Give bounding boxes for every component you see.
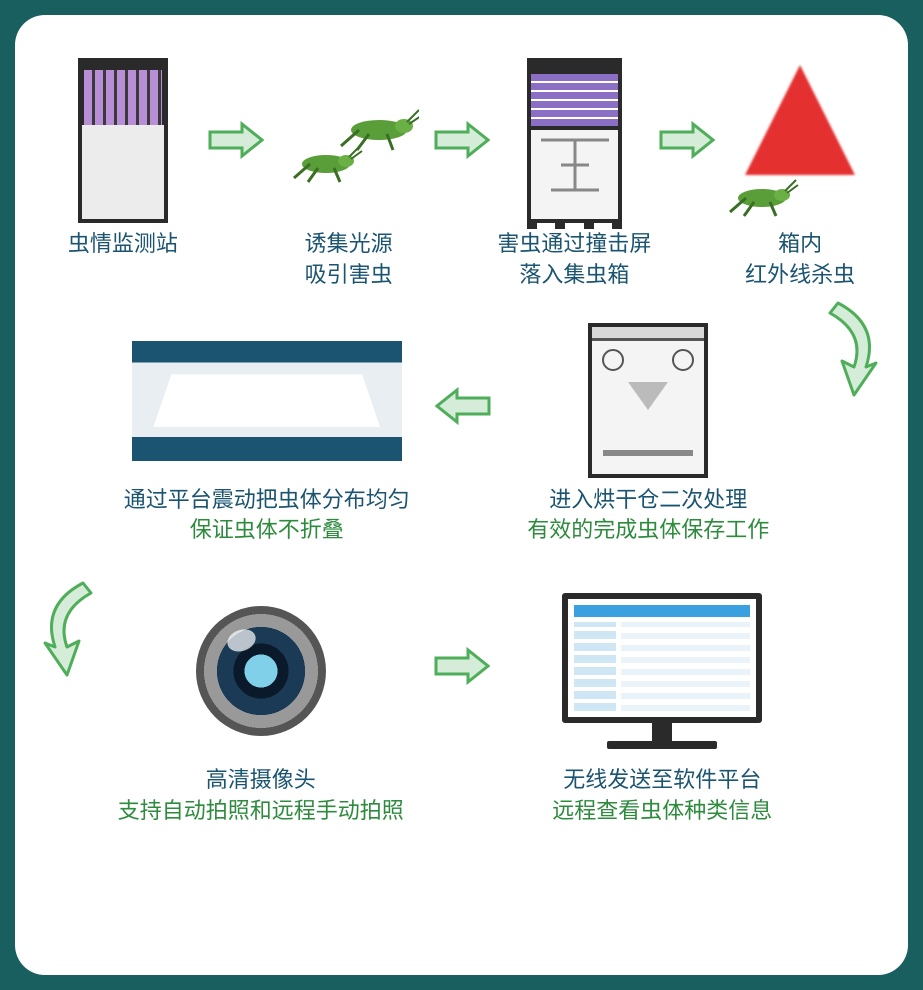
drying-chamber-icon	[493, 321, 803, 481]
infrared-icon	[717, 55, 883, 225]
arrow-right-icon	[659, 120, 715, 160]
diagram-card: 虫情监测站	[15, 15, 908, 975]
arrow-5-6	[433, 321, 493, 491]
arrow-2-3	[432, 55, 492, 225]
step-5-label: 进入烘干仓二次处理	[549, 485, 747, 516]
step-3-impact-screen: 害虫通过撞击屏 落入集虫箱	[492, 55, 658, 291]
step-3-label: 害虫通过撞击屏 落入集虫箱	[497, 229, 651, 291]
vibration-platform-icon	[100, 321, 433, 481]
flow-row-3: 高清摄像头 支持自动拍照和远程手动拍照 无线发送至软件平台 远程查看虫体种类信息	[40, 581, 883, 827]
monitor-icon	[492, 581, 834, 761]
arrow-right-icon	[208, 120, 264, 160]
step-1-label: 虫情监测站	[68, 229, 178, 260]
arrow-right-icon	[434, 646, 490, 686]
arrow-left-icon	[435, 386, 491, 426]
step-7-hd-camera: 高清摄像头 支持自动拍照和远程手动拍照	[90, 581, 432, 827]
arrow-3-4	[657, 55, 717, 225]
arrow-curve-down-icon	[798, 295, 888, 405]
step-8-sub: 远程查看虫体种类信息	[552, 796, 772, 827]
arrow-curve-down-icon	[33, 575, 123, 685]
step-2-light-attract: 诱集光源 吸引害虫	[266, 55, 432, 291]
step-6-label: 通过平台震动把虫体分布均匀	[124, 485, 410, 516]
step-4-infrared-kill: 箱内 红外线杀虫	[717, 55, 883, 291]
step-5-sub: 有效的完成虫体保存工作	[527, 515, 769, 546]
step-4-label: 箱内 红外线杀虫	[745, 229, 855, 291]
step-7-label: 高清摄像头	[206, 765, 316, 796]
step-6-sub: 保证虫体不折叠	[190, 515, 344, 546]
collection-box-icon	[492, 55, 658, 225]
step-6-vibration-platform: 通过平台震动把虫体分布均匀 保证虫体不折叠	[100, 321, 433, 547]
flow-row-2: 通过平台震动把虫体分布均匀 保证虫体不折叠 进入烘干仓二次处理 有效的完成虫体保…	[40, 321, 883, 547]
step-7-sub: 支持自动拍照和远程手动拍照	[118, 796, 404, 827]
arrow-right-icon	[434, 120, 490, 160]
arrow-7-8	[432, 581, 492, 751]
step-8-label: 无线发送至软件平台	[563, 765, 761, 796]
camera-lens-icon	[90, 581, 432, 761]
flow-row-1: 虫情监测站	[40, 55, 883, 291]
grasshopper-icon	[720, 170, 800, 220]
station-device-icon	[40, 55, 206, 225]
step-1-monitoring-station: 虫情监测站	[40, 55, 206, 260]
step-5-drying-chamber: 进入烘干仓二次处理 有效的完成虫体保存工作	[493, 321, 803, 547]
insects-icon	[266, 55, 432, 225]
step-8-software-platform: 无线发送至软件平台 远程查看虫体种类信息	[492, 581, 834, 827]
step-2-label: 诱集光源 吸引害虫	[305, 229, 393, 291]
arrow-1-2	[206, 55, 266, 225]
grasshopper-icon	[284, 138, 364, 188]
